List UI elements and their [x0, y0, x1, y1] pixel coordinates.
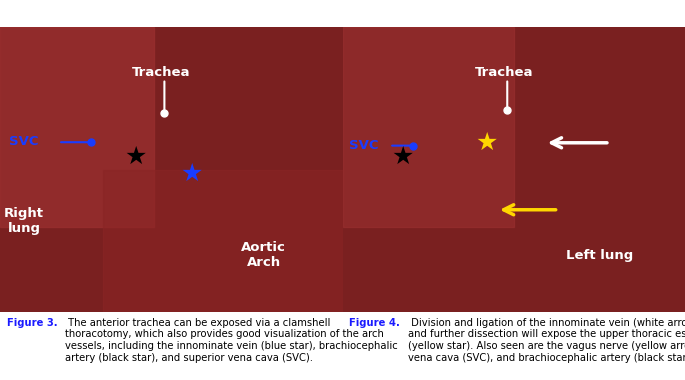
Text: ★: ★	[124, 145, 147, 169]
Text: Trachea: Trachea	[475, 66, 533, 79]
Text: ★: ★	[392, 145, 414, 169]
Text: Right
lung: Right lung	[4, 207, 44, 235]
Text: SVC: SVC	[9, 135, 39, 148]
Text: Figure 4.: Figure 4.	[349, 318, 400, 328]
Bar	[343, 27, 514, 227]
Text: ★: ★	[475, 131, 498, 155]
Text: Trachea: Trachea	[132, 66, 190, 79]
Text: Division and ligation of the innominate vein (white arrow)
and further dissectio: Division and ligation of the innominate …	[408, 318, 685, 363]
Text: ★: ★	[181, 162, 203, 186]
Text: Left lung: Left lung	[566, 249, 633, 262]
Bar	[103, 170, 342, 312]
Text: SVC: SVC	[349, 139, 378, 152]
Text: Figure 3.: Figure 3.	[7, 318, 58, 328]
Text: Aortic
Arch: Aortic Arch	[241, 241, 286, 269]
Text: The anterior trachea can be exposed via a clamshell
thoracotomy, which also prov: The anterior trachea can be exposed via …	[65, 318, 398, 363]
Bar	[0, 27, 154, 227]
Text: HEAD TO TOP: HEAD TO TOP	[295, 7, 390, 20]
